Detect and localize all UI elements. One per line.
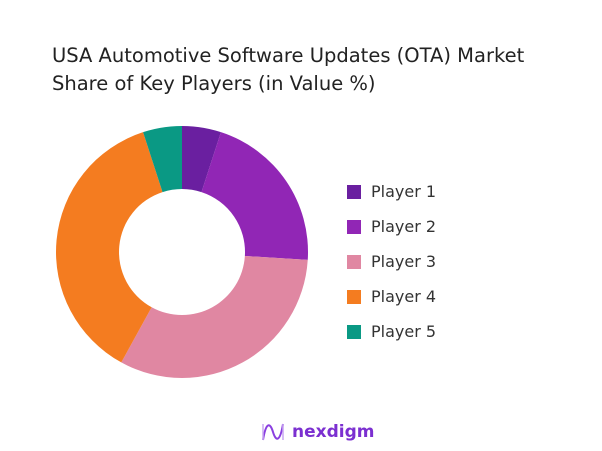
legend-swatch <box>347 289 361 304</box>
legend-swatch <box>347 324 361 339</box>
nexdigm-logo-icon <box>262 423 284 441</box>
slice-player-3 <box>121 255 308 378</box>
slice-player-4 <box>56 132 163 363</box>
legend-item: Player 2 <box>347 209 436 244</box>
legend-item: Player 3 <box>347 244 436 279</box>
legend-swatch <box>347 184 361 199</box>
legend-swatch <box>347 254 361 269</box>
legend-label: Player 4 <box>371 287 437 306</box>
legend-item: Player 4 <box>347 279 436 314</box>
slice-player-1 <box>182 126 221 193</box>
legend-label: Player 5 <box>371 322 437 341</box>
legend-item: Player 5 <box>347 314 436 349</box>
slice-player-5 <box>143 126 182 193</box>
legend-label: Player 3 <box>371 252 437 271</box>
chart-title: USA Automotive Software Updates (OTA) Ma… <box>52 44 525 95</box>
legend-item: Player 1 <box>347 174 436 209</box>
brand-name: nexdigm <box>292 422 375 442</box>
slice-player-2 <box>201 132 308 260</box>
legend-swatch <box>347 219 361 234</box>
legend: Player 1 Player 2 Player 3 Player 4 Player 5 <box>347 174 436 349</box>
legend-label: Player 1 <box>371 182 437 201</box>
legend-label: Player 2 <box>371 217 437 236</box>
brand-logo: nexdigm <box>260 420 374 444</box>
